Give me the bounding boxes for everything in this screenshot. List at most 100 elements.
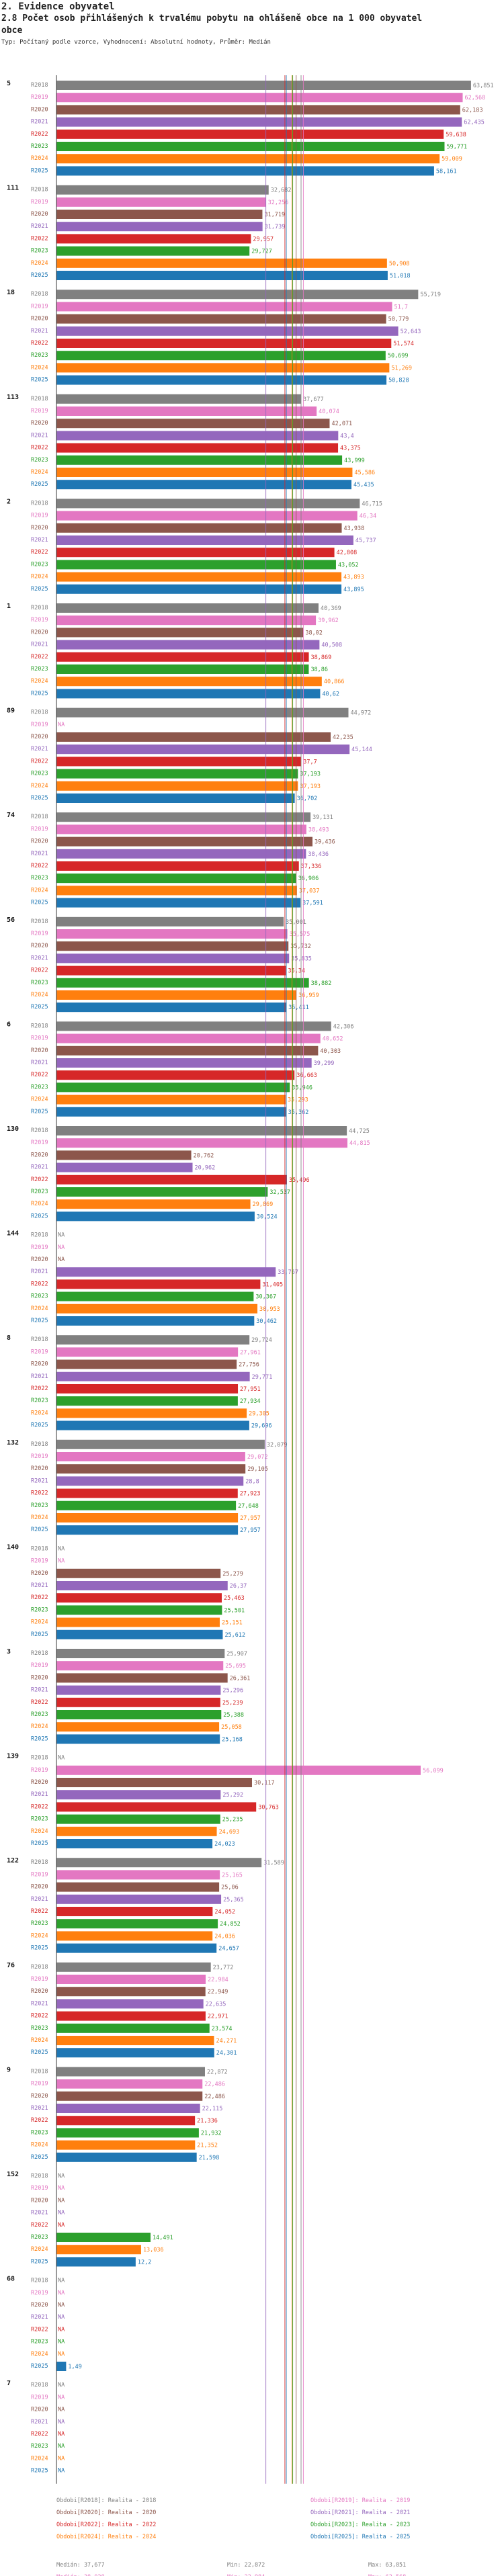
bar-value-label: 43,375 — [340, 445, 361, 452]
bar-r2018 — [56, 2067, 205, 2077]
bar-value-label: 42,808 — [337, 550, 358, 556]
category-label: 111 — [7, 185, 19, 192]
bar-value-label: 28,8 — [245, 1478, 259, 1485]
series-code-label: R2023 — [31, 1293, 48, 1300]
bar-r2024 — [56, 1826, 217, 1836]
series-code-label: R2023 — [31, 1084, 48, 1090]
bar-value-label: 35,946 — [292, 1084, 312, 1091]
bar-r2024 — [56, 468, 353, 477]
bar-value-label: 40,303 — [320, 1048, 341, 1055]
series-code-label: R2024 — [31, 2351, 48, 2358]
series-code-label: R2023 — [31, 771, 48, 777]
series-code-label: R2019 — [31, 94, 48, 101]
category-label: 113 — [7, 394, 19, 401]
series-code-label: R2020 — [31, 525, 48, 531]
bar-r2024 — [56, 1199, 251, 1209]
bar-value-label: 38,02 — [305, 630, 323, 636]
bar-value-label: 32,079 — [267, 1442, 288, 1449]
series-code-label: R2021 — [31, 1060, 48, 1066]
series-code-label: R2022 — [31, 1385, 48, 1392]
bar-r2018 — [56, 394, 302, 404]
bar-value-label: 35,496 — [289, 1177, 310, 1184]
bar-r2023 — [56, 1919, 218, 1929]
series-code-label: R2022 — [31, 340, 48, 347]
series-code-label: R2024 — [31, 1410, 48, 1416]
bar-r2020 — [56, 1882, 220, 1892]
category-label: 5 — [7, 80, 11, 87]
bar-r2024 — [56, 781, 298, 791]
series-code-label: R2024 — [31, 1828, 48, 1835]
series-code-label: R2021 — [31, 223, 48, 230]
bar-value-label: 25,501 — [224, 1607, 245, 1614]
bar-value-label: 30,953 — [259, 1306, 280, 1313]
bar-r2024 — [56, 1617, 220, 1627]
na-label: NA — [58, 2394, 65, 2401]
na-label: NA — [58, 1755, 65, 1762]
chart-title-continued: obce — [1, 26, 23, 36]
section-title: 2. Evidence obyvatel — [1, 1, 115, 12]
bar-r2021 — [56, 1371, 250, 1381]
series-code-label: R2019 — [31, 513, 48, 519]
series-code-label: R2023 — [31, 2234, 48, 2241]
bar-r2021 — [56, 640, 320, 650]
bar-r2019 — [56, 1138, 347, 1148]
bar-r2022 — [56, 965, 286, 976]
series-code-label: R2024 — [31, 887, 48, 894]
bar-value-label: 37,037 — [299, 888, 320, 894]
bar-r2024 — [56, 1303, 258, 1314]
bar-value-label: 50,699 — [388, 353, 409, 359]
bar-r2022 — [56, 234, 251, 244]
bar-value-label: 32,682 — [271, 187, 292, 194]
bar-r2018 — [56, 1858, 262, 1868]
bar-value-label: 45,435 — [353, 482, 374, 488]
na-label: NA — [58, 1558, 65, 1565]
series-code-label: R2025 — [31, 1527, 48, 1533]
series-code-label: R2018 — [31, 1023, 48, 1029]
bar-value-label: 29,957 — [253, 236, 274, 243]
series-code-label: R2024 — [31, 1723, 48, 1730]
chart-subtitle: Typ: Počítaný podle vzorce, Vyhodnocení:… — [1, 39, 271, 46]
series-code-label: R2020 — [31, 1674, 48, 1681]
na-label: NA — [58, 2455, 65, 2462]
series-code-label: R2024 — [31, 2455, 48, 2462]
series-code-label: R2023 — [31, 875, 48, 882]
bar-value-label: 62,183 — [462, 107, 483, 114]
na-label: NA — [58, 2185, 65, 2192]
bar-value-label: 51,018 — [390, 273, 411, 280]
bar-value-label: 27,951 — [240, 1386, 261, 1393]
bar-r2020 — [56, 419, 330, 429]
category-label: 68 — [7, 2276, 15, 2283]
bar-r2024 — [56, 572, 342, 582]
bar-r2018 — [56, 1126, 347, 1135]
bar-r2021 — [56, 744, 350, 755]
category-label: 8 — [7, 1334, 11, 1342]
bar-value-label: 29,105 — [247, 1466, 268, 1473]
series-code-label: R2018 — [31, 1127, 48, 1134]
series-code-label: R2020 — [31, 420, 48, 427]
bar-r2022 — [56, 2116, 196, 2126]
series-code-label: R2021 — [31, 1164, 48, 1171]
bar-r2024 — [56, 1931, 213, 1941]
bar-value-label: 26,361 — [230, 1675, 251, 1682]
bar-r2022 — [56, 1802, 257, 1812]
series-code-label: R2025 — [31, 1422, 48, 1429]
bar-value-label: 38,436 — [308, 851, 329, 858]
bar-r2023 — [56, 455, 343, 465]
bar-value-label: 22,115 — [202, 2106, 223, 2112]
bar-value-label: 38,493 — [308, 826, 329, 833]
bar-value-label: 35,835 — [291, 955, 312, 962]
series-code-label: R2024 — [31, 1305, 48, 1312]
series-code-label: R2025 — [31, 1840, 48, 1847]
bar-r2020 — [56, 1673, 228, 1683]
na-label: NA — [58, 2278, 65, 2284]
bar-value-label: 44,972 — [350, 710, 371, 717]
series-code-label: R2023 — [31, 980, 48, 986]
bar-value-label: 21,598 — [199, 2155, 220, 2161]
series-code-label: R2024 — [31, 2246, 48, 2253]
bar-r2024 — [56, 363, 390, 373]
series-code-label: R2023 — [31, 352, 48, 359]
bar-r2024 — [56, 2245, 141, 2255]
bar-r2019 — [56, 929, 288, 939]
bar-r2018 — [56, 916, 284, 927]
